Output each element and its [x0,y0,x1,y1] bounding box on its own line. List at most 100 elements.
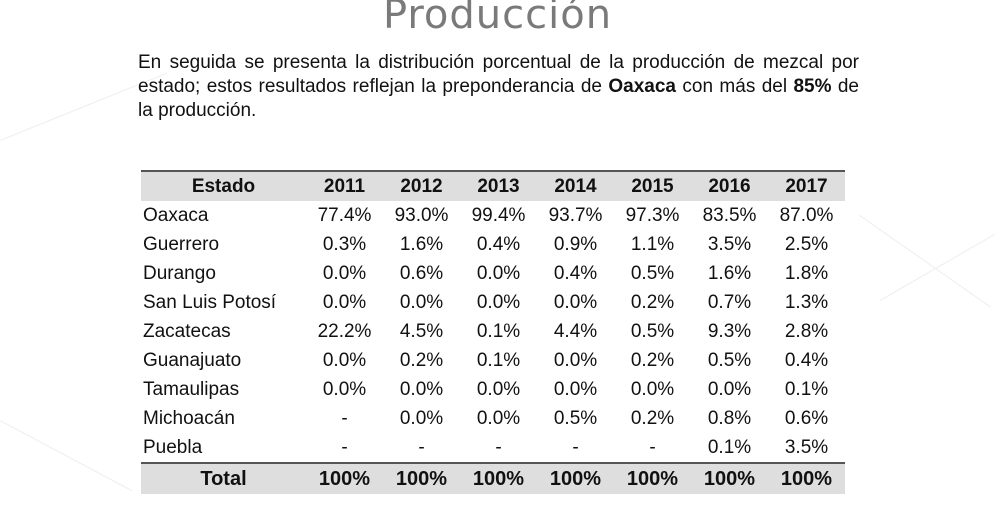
percent-cell: 1.3% [784,291,829,313]
percent-cell: 0.5% [707,349,752,371]
percent-cell: 3.5% [707,233,752,255]
percent-cell: 0.0% [399,407,444,429]
percent-cell: 9.3% [707,320,752,342]
state-cell: Guerrero [143,233,220,255]
header-cell: 2011 [306,170,383,201]
percent-cell: 97.3% [625,204,680,226]
header-cell: Estado [141,170,306,201]
header-cell: 2017 [768,170,845,201]
percent-cell: 0.4% [476,233,521,255]
slide-title: Producción [382,0,613,38]
percent-cell: 0.8% [707,407,752,429]
percent-cell: 0.5% [630,262,675,284]
header-cell: 2015 [614,170,691,201]
percent-cell: - [495,436,502,458]
percent-cell: 1.1% [630,233,675,255]
percent-cell: 4.4% [553,320,598,342]
table-row: Guerrero 0.3% 1.6% 0.4% 0.9% 1.1% 3.5% 2.5% [141,230,845,259]
state-cell: Guanajuato [143,349,242,371]
percent-cell: 0.0% [553,291,598,313]
percent-cell: 1.6% [399,233,444,255]
percent-cell: 93.7% [548,204,603,226]
total-cell: 100% [768,462,845,494]
percent-cell: 0.9% [553,233,598,255]
percent-cell: 0.5% [630,320,675,342]
table-row: Guanajuato 0.0% 0.2% 0.1% 0.0% 0.2% 0.5% 0.4% [141,346,845,375]
production-table: Estado 2011 2012 2013 2014 2015 2016 201… [141,170,845,494]
percent-cell: 0.7% [707,291,752,313]
table-row: Tamaulipas 0.0% 0.0% 0.0% 0.0% 0.0% 0.0% 0.1% [141,375,845,404]
percent-cell: 3.5% [784,436,829,458]
percent-cell: 0.0% [476,291,521,313]
percent-cell: 0.1% [476,349,521,371]
total-cell: 100% [306,462,383,494]
total-cell: 100% [383,462,460,494]
total-cell: 100% [614,462,691,494]
percent-cell: 0.0% [322,349,367,371]
percent-cell: 83.5% [702,204,757,226]
percent-cell: 0.2% [630,349,675,371]
percent-cell: 0.2% [630,291,675,313]
background-decoration [859,215,992,308]
intro-highlight-percent: 85% [793,76,832,97]
total-cell: 100% [460,462,537,494]
percent-cell: 0.0% [399,291,444,313]
header-cell: 2014 [537,170,614,201]
percent-cell: 0.1% [707,436,752,458]
percent-cell: 0.0% [553,378,598,400]
table-row: Michoacán - 0.0% 0.0% 0.5% 0.2% 0.8% 0.6% [141,404,845,433]
table-row: Durango 0.0% 0.6% 0.0% 0.4% 0.5% 1.6% 1.8% [141,259,845,288]
background-decoration [0,420,133,492]
percent-cell: 0.4% [784,349,829,371]
total-cell: 100% [537,462,614,494]
intro-highlight-state: Oaxaca [608,76,677,97]
percent-cell: 1.8% [784,262,829,284]
percent-cell: - [341,436,348,458]
percent-cell: 0.0% [322,262,367,284]
percent-cell: 0.0% [322,378,367,400]
percent-cell: 0.0% [399,378,444,400]
state-cell: Oaxaca [143,204,209,226]
table-row: Zacatecas 22.2% 4.5% 0.1% 4.4% 0.5% 9.3% 2.8% [141,317,845,346]
percent-cell: 22.2% [317,320,372,342]
percent-cell: 0.1% [784,378,829,400]
percent-cell: 0.4% [553,262,598,284]
state-cell: Zacatecas [143,320,231,342]
intro-text: con más del [676,76,794,97]
total-cell: 100% [691,462,768,494]
percent-cell: 0.0% [553,349,598,371]
header-cell: 2016 [691,170,768,201]
percent-cell: 0.0% [476,378,521,400]
intro-text: En seguida se presenta la distribución p… [138,52,859,97]
state-cell: Tamaulipas [143,378,240,400]
intro-paragraph: En seguida se presenta la distribución p… [138,51,859,123]
percent-cell: 0.0% [476,407,521,429]
percent-cell: 1.6% [707,262,752,284]
table-body: Oaxaca 77.4% 93.0% 99.4% 93.7% 97.3% 83.5% 87.0… [141,201,845,463]
percent-cell: 0.2% [630,407,675,429]
percent-cell: 0.0% [322,291,367,313]
percent-cell: 2.5% [784,233,829,255]
percent-cell: 0.6% [784,407,829,429]
percent-cell: 0.0% [707,378,752,400]
percent-cell: 0.3% [322,233,367,255]
state-cell: San Luis Potosí [143,291,277,313]
percent-cell: 4.5% [399,320,444,342]
table-total-row: Total 100% 100% 100% 100% 100% 100% 100% [141,462,845,494]
percent-cell: 0.2% [399,349,444,371]
percent-cell: - [572,436,579,458]
header-cell: 2013 [460,170,537,201]
state-cell: Durango [143,262,216,284]
percent-cell: 77.4% [317,204,372,226]
percent-cell: 0.0% [630,378,675,400]
percent-cell: 87.0% [779,204,834,226]
percent-cell: 0.6% [399,262,444,284]
percent-cell: 99.4% [471,204,526,226]
percent-cell: - [341,407,348,429]
percent-cell: - [649,436,656,458]
percent-cell: 93.0% [394,204,449,226]
percent-cell: 2.8% [784,320,829,342]
intro-text: de la producción. [138,76,860,121]
header-cell: 2012 [383,170,460,201]
table-row: Oaxaca 77.4% 93.0% 99.4% 93.7% 97.3% 83.5% 87.0… [141,201,845,230]
